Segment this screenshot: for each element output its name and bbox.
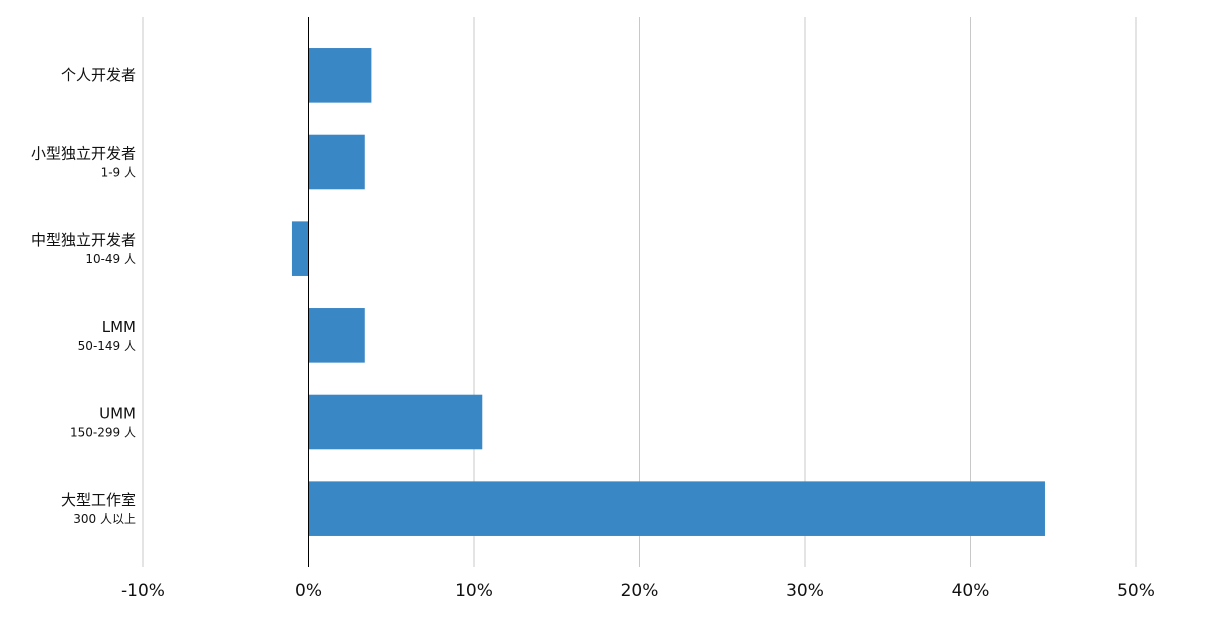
y-tick-label: 大型工作室 (61, 491, 136, 509)
bar (308, 308, 365, 363)
y-tick-note: 10-49 人 (85, 252, 136, 266)
bar (291, 221, 309, 276)
y-tick-label: 中型独立开发者 (31, 231, 136, 249)
y-tick-label: 小型独立开发者 (31, 145, 136, 163)
bar (308, 481, 1045, 536)
x-tick-label: 20% (621, 581, 659, 601)
x-tick-label: 50% (1117, 581, 1155, 601)
bar (308, 394, 483, 450)
y-tick-note: 50-149 人 (78, 339, 136, 353)
bar (308, 134, 365, 190)
y-tick-label: LMM (102, 318, 136, 336)
bar (308, 48, 372, 103)
y-tick-note: 300 人以上 (73, 512, 136, 526)
x-tick-label: 10% (455, 581, 493, 601)
x-tick-label: 30% (786, 581, 824, 601)
y-tick-note: 150-299 人 (70, 426, 136, 440)
y-tick-label: UMM (99, 405, 136, 423)
x-tick-label: 40% (952, 581, 990, 601)
y-tick-label: 个人开发者 (61, 66, 136, 84)
x-tick-label: 0% (295, 581, 322, 601)
x-tick-label: -10% (121, 581, 165, 601)
y-tick-note: 1-9 人 (101, 166, 136, 180)
